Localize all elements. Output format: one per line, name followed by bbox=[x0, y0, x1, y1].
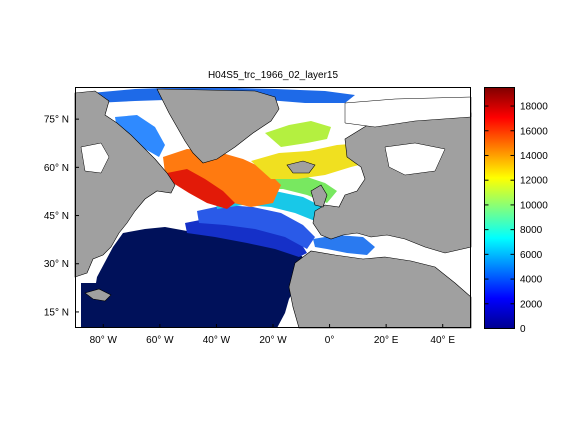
lat-tick-label: 60° N bbox=[44, 163, 69, 174]
land-caribbean bbox=[84, 288, 112, 302]
colorbar-tick-label: 6000 bbox=[520, 250, 543, 261]
lon-ticks: 80° W 60° W 40° W 20° W 0° 20° E 40° E bbox=[90, 324, 455, 346]
colorbar-tick-label: 14000 bbox=[520, 151, 548, 162]
field-mediterranean bbox=[313, 235, 375, 255]
lat-tick-label: 75° N bbox=[44, 115, 69, 126]
land-north-america bbox=[74, 90, 176, 278]
field-orange bbox=[163, 149, 281, 207]
lon-tick-label: 40° W bbox=[203, 335, 231, 346]
missing-hudson bbox=[80, 142, 110, 174]
colorbar-tick-label: 12000 bbox=[520, 176, 548, 187]
missing-baltic bbox=[384, 142, 446, 176]
colorbar-tick-label: 2000 bbox=[520, 299, 543, 310]
lat-tick-label: 45° N bbox=[44, 211, 69, 222]
lon-tick-label: 20° E bbox=[374, 335, 399, 346]
lon-tick-label: 0° bbox=[325, 335, 335, 346]
colorbar-tick-label: 16000 bbox=[520, 126, 548, 137]
field-norway-green bbox=[265, 121, 331, 147]
colorbar: 0 2000 4000 6000 8000 10000 12000 14000 16000 180… bbox=[484, 87, 548, 335]
lat-ticks: 75° N 60° N 45° N 30° N 15° N bbox=[44, 115, 79, 318]
lon-tick-label: 40° E bbox=[430, 335, 455, 346]
colorbar-tick-label: 8000 bbox=[520, 225, 543, 236]
land-british-isles bbox=[310, 184, 328, 208]
field-blue-mid bbox=[197, 205, 315, 249]
colorbar-tick-label: 10000 bbox=[520, 200, 548, 211]
missing-arctic bbox=[344, 96, 472, 128]
field-caribbean bbox=[81, 283, 123, 327]
land-africa bbox=[288, 250, 472, 329]
land-layer bbox=[74, 88, 472, 329]
land-greenland bbox=[156, 88, 280, 164]
colorbar-tick-label: 4000 bbox=[520, 275, 543, 286]
colorbar-ticks: 0 2000 4000 6000 8000 10000 12000 14000 16000 180… bbox=[484, 102, 548, 335]
field-red bbox=[167, 169, 235, 209]
lon-tick-label: 80° W bbox=[90, 335, 118, 346]
colorbar-tick-label: 18000 bbox=[520, 102, 548, 113]
colorbar-tick-label: 0 bbox=[520, 324, 526, 335]
lat-tick-label: 30° N bbox=[44, 259, 69, 270]
map-plot: 75° N 60° N 45° N 30° N 15° N 80° W 60° W 40° … bbox=[44, 87, 472, 346]
missing-layer bbox=[80, 96, 472, 176]
field-blue bbox=[185, 217, 307, 257]
field-labrador bbox=[115, 115, 165, 157]
map-title: H04S5_trc_1966_02_layer15 bbox=[207, 70, 339, 81]
colorbar-gradient bbox=[484, 87, 515, 329]
lat-tick-label: 15° N bbox=[44, 307, 69, 318]
lon-tick-label: 20° W bbox=[259, 335, 287, 346]
field-dark-blue bbox=[93, 227, 307, 328]
lon-tick-label: 60° W bbox=[146, 335, 174, 346]
land-iceland bbox=[286, 160, 316, 174]
